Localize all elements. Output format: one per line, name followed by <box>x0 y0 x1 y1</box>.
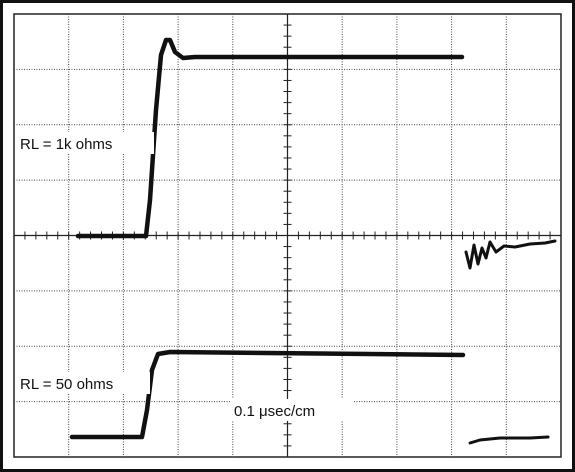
timebase-label: 0.1 μsec/cm <box>234 403 315 420</box>
trace-label: RL = 1k ohms <box>20 136 112 153</box>
scope-screen: RL = 1k ohms RL = 50 ohms 0.1 μsec/cm <box>0 0 575 472</box>
trace-label: RL = 50 ohms <box>20 376 113 393</box>
